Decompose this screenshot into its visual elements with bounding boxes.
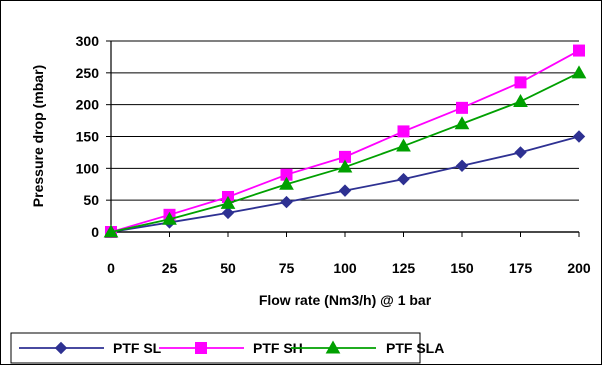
series-1-point-8 — [573, 44, 585, 57]
legend-marker-0 — [54, 341, 68, 355]
series-0-point-4 — [338, 184, 352, 197]
series-2-point-3 — [279, 176, 294, 190]
series-1-point-5 — [397, 125, 410, 138]
legend-label-1: PTF SH — [253, 340, 303, 356]
x-tick-label-0: 0 — [107, 260, 115, 276]
y-tick-label-150: 150 — [76, 129, 100, 145]
series-0-point-3 — [280, 195, 293, 209]
x-tick-label-75: 75 — [279, 260, 295, 276]
series-0-point-2 — [221, 206, 235, 220]
series-2-point-0 — [103, 224, 119, 238]
y-tick-label-0: 0 — [91, 224, 99, 240]
legend-marker-2 — [325, 340, 341, 354]
series-0-point-8 — [572, 130, 586, 143]
series-2-point-5 — [396, 138, 411, 152]
series-2-point-4 — [337, 159, 353, 173]
legend-label-2: PTF SLA — [386, 340, 444, 356]
series-0-point-7 — [514, 146, 527, 159]
legend-marker-1 — [195, 342, 207, 354]
legend: PTF SL PTF SH PTF SLA — [10, 332, 444, 364]
y-axis-title: Pressure drop (mbar) — [30, 65, 46, 207]
series-2-point-8 — [571, 65, 587, 79]
series-1-point-6 — [456, 101, 468, 114]
series-0-point-5 — [397, 172, 410, 186]
y-tick-label-200: 200 — [76, 97, 100, 113]
y-ticks-layer: 0 50 100 150 200 250 300 — [76, 33, 111, 240]
series-2-point-7 — [513, 93, 528, 107]
y-tick-label-250: 250 — [76, 65, 100, 81]
x-tick-label-200: 200 — [567, 260, 591, 276]
x-tick-label-50: 50 — [220, 260, 236, 276]
series-0-point-6 — [455, 159, 469, 172]
x-tick-label-25: 25 — [162, 260, 178, 276]
x-tick-label-100: 100 — [333, 260, 357, 276]
y-tick-label-50: 50 — [83, 192, 99, 208]
x-axis-title: Flow rate (Nm3/h) @ 1 bar — [259, 292, 432, 308]
series-2-point-2 — [220, 195, 236, 209]
series-layer — [103, 44, 587, 239]
x-ticks-layer: 0 25 50 75 100 125 150 175 200 — [107, 232, 591, 276]
x-tick-label-150: 150 — [450, 260, 474, 276]
x-tick-label-125: 125 — [392, 260, 416, 276]
series-2 — [103, 65, 587, 238]
x-tick-label-175: 175 — [509, 260, 533, 276]
legend-items: PTF SL PTF SH PTF SLA — [19, 340, 444, 356]
series-2-point-1 — [162, 211, 177, 225]
y-tick-label-300: 300 — [76, 33, 100, 49]
y-tick-label-100: 100 — [76, 160, 100, 176]
series-1-point-7 — [514, 76, 527, 89]
legend-label-0: PTF SL — [113, 340, 162, 356]
series-2-point-6 — [454, 116, 470, 130]
